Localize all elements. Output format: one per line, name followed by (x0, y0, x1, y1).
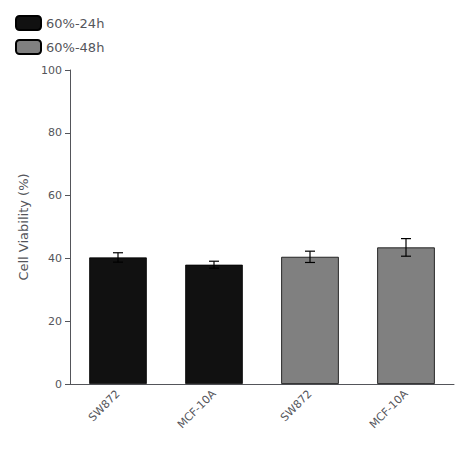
svg-text:40: 40 (48, 252, 62, 265)
svg-text:60: 60 (48, 189, 62, 202)
svg-text:100: 100 (41, 64, 62, 77)
svg-text:SW872: SW872 (278, 387, 315, 424)
svg-text:60%-24h: 60%-24h (46, 16, 104, 31)
svg-text:SW872: SW872 (86, 387, 123, 424)
svg-text:80: 80 (48, 126, 62, 139)
svg-text:Cell Viability (%): Cell Viability (%) (16, 173, 31, 280)
svg-text:0: 0 (55, 378, 62, 391)
svg-text:20: 20 (48, 315, 62, 328)
svg-text:60%-48h: 60%-48h (46, 40, 104, 55)
svg-text:MCF-10A: MCF-10A (175, 387, 219, 431)
svg-text:MCF-10A: MCF-10A (367, 387, 411, 431)
